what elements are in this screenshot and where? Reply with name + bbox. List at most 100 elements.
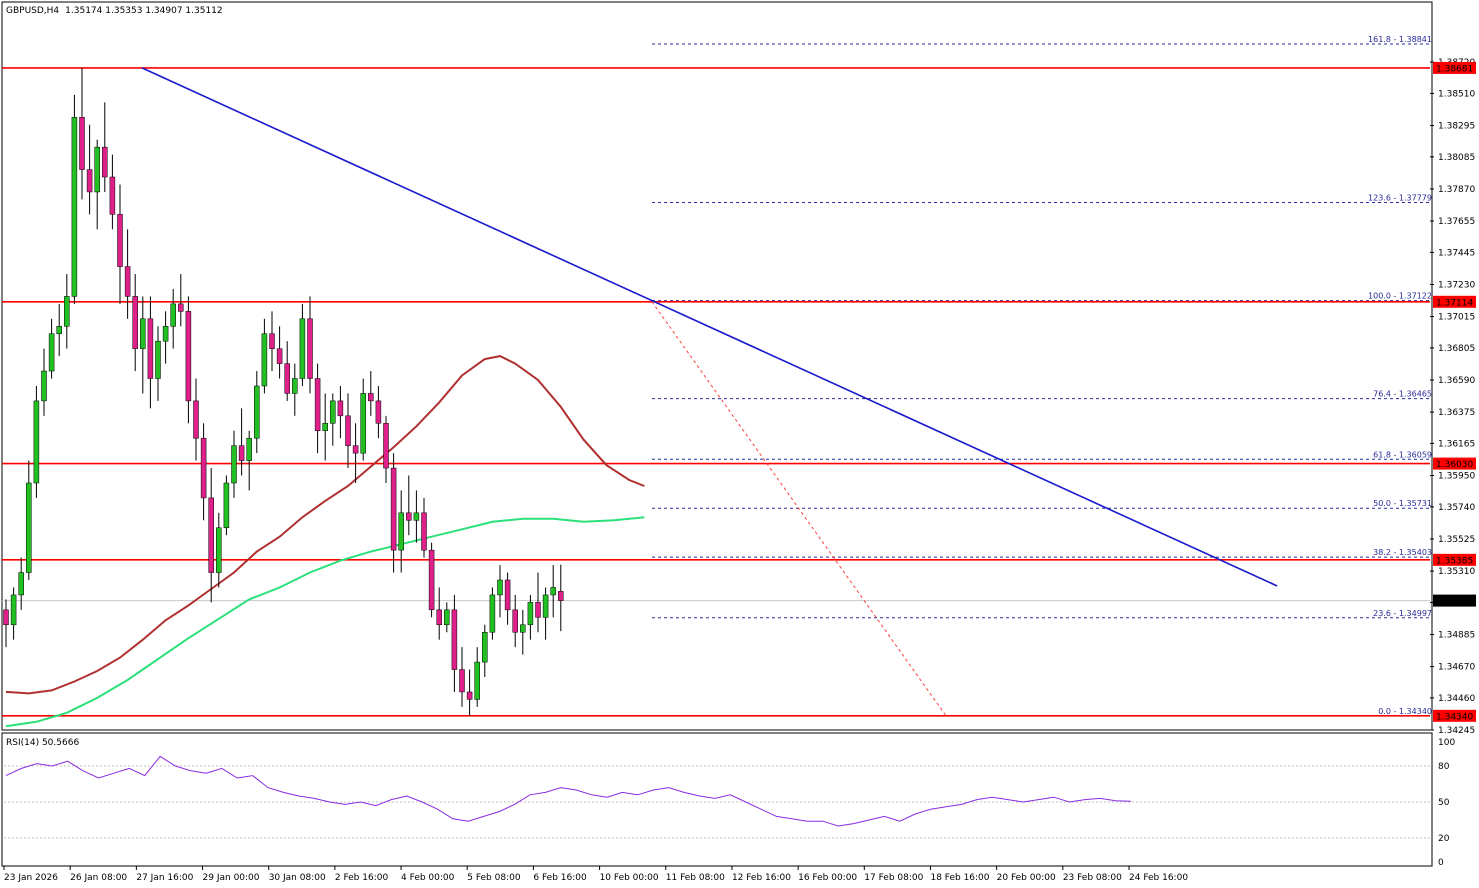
candle xyxy=(535,572,541,633)
bear-candle-body xyxy=(451,609,458,670)
candle xyxy=(466,669,473,716)
price-label-text: 1.37114 xyxy=(1436,298,1473,308)
fib-level-label: 23.6 - 1.34997 xyxy=(1373,609,1432,618)
candle xyxy=(246,430,252,491)
candle xyxy=(390,453,397,573)
candle xyxy=(140,296,146,394)
fib-zigzag-line xyxy=(651,301,947,717)
fib-level-label: 50.0 - 1.35731 xyxy=(1373,499,1432,508)
bear-candle-body xyxy=(132,296,138,349)
y-tick-label: 1.34460 xyxy=(1438,694,1475,704)
bear-candle-body xyxy=(102,146,108,178)
candle xyxy=(3,599,9,648)
candle xyxy=(10,587,17,640)
candle xyxy=(421,497,427,558)
bear-candle-body xyxy=(109,176,116,215)
x-tick-label: 2 Feb 16:00 xyxy=(335,873,389,883)
bull-candle-body xyxy=(170,303,176,327)
x-tick-label: 24 Feb 16:00 xyxy=(1129,873,1188,883)
bear-candle-body xyxy=(208,497,214,573)
y-tick-label: 1.36590 xyxy=(1438,376,1475,386)
x-tick-label: 27 Jan 16:00 xyxy=(136,873,193,883)
bull-candle-body xyxy=(292,378,298,394)
y-tick-label: 1.37870 xyxy=(1438,185,1475,195)
bear-candle-body xyxy=(238,445,245,461)
level-price-box xyxy=(1433,295,1476,308)
price-label-text: 1.38681 xyxy=(1436,64,1473,74)
descending-trendline xyxy=(141,67,1278,587)
candle xyxy=(527,594,534,640)
candle xyxy=(48,318,55,379)
x-tick-label: 6 Feb 16:00 xyxy=(533,873,587,883)
bear-candle-body xyxy=(558,591,564,601)
x-tick-label: 26 Jan 08:00 xyxy=(70,873,127,883)
bull-candle-body xyxy=(56,326,62,334)
candle xyxy=(360,378,366,461)
moving-average-green xyxy=(5,516,645,728)
fib-level-label: 0.0 - 1.34340 xyxy=(1378,707,1432,716)
bull-candle-body xyxy=(527,602,534,626)
bear-candle-body xyxy=(535,602,541,618)
candle xyxy=(307,296,313,394)
rsi-line xyxy=(5,755,1132,827)
candle xyxy=(375,385,382,439)
bull-candle-body xyxy=(261,333,268,387)
y-tick-label: 1.35740 xyxy=(1438,503,1475,513)
x-tick-label: 17 Feb 08:00 xyxy=(864,873,923,883)
x-tick-label: 30 Jan 08:00 xyxy=(269,873,326,883)
candle xyxy=(482,624,488,678)
bear-candle-body xyxy=(314,378,321,431)
candle xyxy=(284,341,290,401)
level-price-box xyxy=(1433,457,1476,470)
y-tick-label: 1.36805 xyxy=(1438,344,1475,354)
candle xyxy=(147,296,154,409)
y-tick-label: 1.37445 xyxy=(1438,248,1475,258)
bull-candle-body xyxy=(18,572,24,596)
candle xyxy=(292,363,298,416)
rsi-level-label: 80 xyxy=(1438,762,1450,772)
fib-level-label: 61.8 - 1.36059 xyxy=(1373,450,1432,459)
bear-candle-body xyxy=(406,512,412,521)
candle xyxy=(71,94,78,304)
price-axis: 1.387201.385101.382951.380851.378701.376… xyxy=(1430,58,1475,736)
candle xyxy=(337,385,344,439)
bull-candle-body xyxy=(489,594,496,633)
candle xyxy=(330,393,336,446)
bull-candle-body xyxy=(216,527,222,573)
bull-candle-body xyxy=(413,512,420,521)
bear-candle-body xyxy=(390,467,397,551)
candle xyxy=(436,587,442,640)
level-price-box xyxy=(1433,709,1476,722)
level-price-box xyxy=(1433,61,1476,74)
candle xyxy=(489,587,496,640)
bear-candle-body xyxy=(375,400,382,424)
rsi-level-label: 100 xyxy=(1438,738,1455,748)
bear-candle-body xyxy=(3,609,9,626)
header-ohlc: 1.35174 1.35353 1.34907 1.35112 xyxy=(65,6,222,16)
bear-candle-body xyxy=(124,266,131,297)
x-tick-label: 12 Feb 16:00 xyxy=(732,873,791,883)
bull-candle-body xyxy=(444,609,450,626)
y-tick-label: 1.35525 xyxy=(1438,535,1475,545)
price-label-text: 1.35112 xyxy=(1436,597,1473,607)
bull-candle-body xyxy=(254,385,260,439)
bull-candle-body xyxy=(33,400,40,484)
x-tick-label: 23 Jan 2026 xyxy=(4,873,58,883)
candle xyxy=(64,274,70,349)
bull-candle-body xyxy=(398,512,404,551)
bull-candle-body xyxy=(520,624,526,633)
candle xyxy=(459,647,465,707)
y-tick-label: 1.35310 xyxy=(1438,567,1475,577)
x-tick-label: 20 Feb 00:00 xyxy=(997,873,1056,883)
bull-candle-body xyxy=(223,482,230,529)
candle xyxy=(345,393,351,469)
price-label-text: 1.36030 xyxy=(1436,460,1473,470)
fib-level-label: 100.0 - 1.37122 xyxy=(1368,292,1432,301)
current-price-box xyxy=(1433,594,1476,607)
moving-averages xyxy=(5,355,645,728)
x-tick-label: 18 Feb 16:00 xyxy=(930,873,989,883)
candle xyxy=(56,303,62,357)
candle xyxy=(383,415,389,483)
bull-candle-body xyxy=(497,579,503,596)
